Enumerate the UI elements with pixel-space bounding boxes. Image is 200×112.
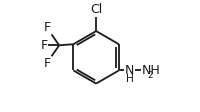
Text: NH: NH [141, 64, 160, 77]
Text: H: H [126, 74, 134, 84]
Text: Cl: Cl [90, 3, 102, 16]
Text: F: F [44, 21, 51, 34]
Text: N: N [124, 64, 134, 77]
Text: F: F [40, 39, 47, 52]
Text: F: F [44, 57, 51, 70]
Text: 2: 2 [147, 71, 152, 80]
